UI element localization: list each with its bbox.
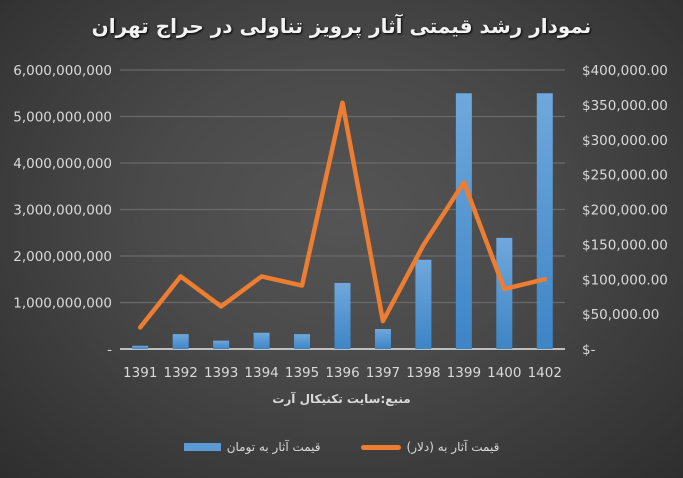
right-axis-tick: $- <box>582 342 596 358</box>
right-axis-tick: $400,000.00 <box>582 63 668 79</box>
bar-toman[interactable] <box>172 334 189 349</box>
legend-label-dollar: قیمت آثار به (دلار) <box>406 440 500 454</box>
bar-swatch-icon <box>183 443 221 451</box>
bar-toman[interactable] <box>536 93 553 349</box>
bar-toman[interactable] <box>213 340 230 349</box>
right-axis-tick: $300,000.00 <box>582 133 668 149</box>
bar-toman[interactable] <box>496 237 513 349</box>
right-axis-tick: $350,000.00 <box>582 98 668 114</box>
left-axis-tick: 6,000,000,000 <box>13 63 112 79</box>
left-axis-tick: 2,000,000,000 <box>13 249 112 265</box>
bar-toman[interactable] <box>253 332 270 349</box>
x-axis-tick: 1393 <box>204 365 238 381</box>
bar-toman[interactable] <box>455 93 472 349</box>
legend-item-toman[interactable]: قیمت آثار به تومان <box>183 440 321 454</box>
right-axis-tick: $100,000.00 <box>582 272 668 288</box>
x-axis-tick: 1395 <box>285 365 319 381</box>
x-axis-tick: 1397 <box>366 365 400 381</box>
bar-toman[interactable] <box>132 345 149 349</box>
right-axis-tick: $200,000.00 <box>582 203 668 219</box>
left-axis-tick: - <box>107 342 112 358</box>
right-axis-tick: $150,000.00 <box>582 237 668 253</box>
right-axis-tick: $50,000.00 <box>582 307 659 323</box>
legend-label-toman: قیمت آثار به تومان <box>226 440 321 454</box>
x-axis-tick: 1396 <box>325 365 359 381</box>
x-axis-tick: 1402 <box>528 365 562 381</box>
bar-toman[interactable] <box>334 282 351 349</box>
line-dollar[interactable] <box>137 100 548 330</box>
x-axis-tick: 1398 <box>406 365 440 381</box>
x-axis-tick: 1392 <box>164 365 198 381</box>
x-axis-tick: 1391 <box>123 365 157 381</box>
legend: قیمت آثار به (دلار) قیمت آثار به تومان <box>0 440 683 454</box>
x-axis-tick: 1399 <box>447 365 481 381</box>
bar-toman[interactable] <box>415 259 432 349</box>
line-swatch-icon <box>360 444 401 450</box>
left-axis-tick: 5,000,000,000 <box>13 110 112 126</box>
chart-title: نمودار رشد قیمتی آثار پرویز تناولی در حر… <box>91 14 592 38</box>
x-axis-source-label: منبع:سایت تکنیکال آرت <box>272 392 411 406</box>
left-axis-tick: 1,000,000,000 <box>13 296 112 312</box>
bar-toman[interactable] <box>374 329 391 349</box>
left-axis-tick: 3,000,000,000 <box>13 203 112 219</box>
legend-item-dollar[interactable]: قیمت آثار به (دلار) <box>360 440 500 454</box>
bar-toman[interactable] <box>294 334 311 349</box>
x-axis-tick: 1394 <box>244 365 278 381</box>
x-axis-tick: 1400 <box>487 365 521 381</box>
right-axis-tick: $250,000.00 <box>582 168 668 184</box>
left-axis-tick: 4,000,000,000 <box>13 156 112 172</box>
